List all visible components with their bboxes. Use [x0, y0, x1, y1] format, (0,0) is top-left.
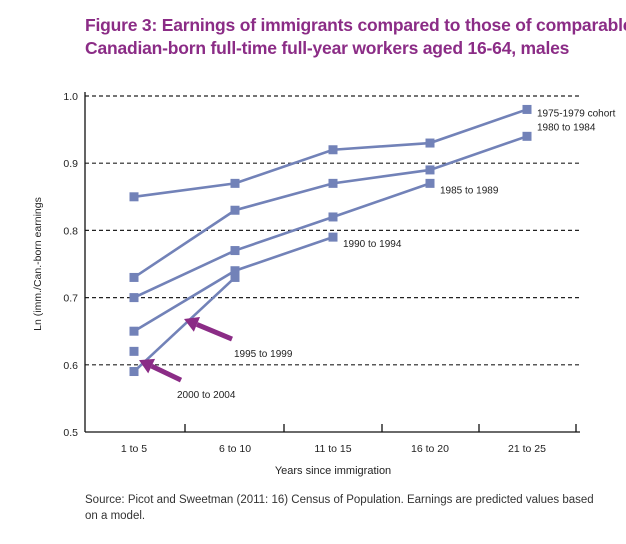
- data-point: [130, 273, 139, 282]
- data-point: [426, 139, 435, 148]
- data-point: [523, 105, 532, 114]
- data-point: [130, 192, 139, 201]
- data-point: [231, 273, 240, 282]
- data-point: [329, 145, 338, 154]
- series-label: 1990 to 1994: [343, 239, 402, 250]
- series-label: 1985 to 1989: [440, 185, 499, 196]
- y-tick-label: 0.7: [63, 293, 78, 305]
- y-tick-label: 0.8: [63, 225, 78, 237]
- y-tick-label: 0.9: [63, 158, 78, 170]
- data-point: [329, 212, 338, 221]
- x-axis-label: Years since immigration: [275, 465, 391, 477]
- y-tick-label: 0.5: [63, 427, 78, 439]
- data-point: [231, 179, 240, 188]
- data-point: [426, 165, 435, 174]
- annotation-arrow-shaft: [197, 324, 232, 339]
- series-label: 1975-1979 cohort: [537, 108, 616, 119]
- data-point: [523, 132, 532, 141]
- data-point: [329, 233, 338, 242]
- source-note: Source: Picot and Sweetman (2011: 16) Ce…: [85, 492, 605, 524]
- annotation-label: 1995 to 1999: [234, 349, 293, 360]
- series-label: 1980 to 1984: [537, 122, 596, 133]
- y-axis-label: Ln (imm./Can.-born earnings: [32, 197, 44, 331]
- x-tick-label: 11 to 15: [314, 443, 351, 455]
- data-point: [231, 246, 240, 255]
- y-tick-label: 0.6: [63, 360, 78, 372]
- data-point: [231, 206, 240, 215]
- x-tick-label: 21 to 25: [508, 443, 546, 455]
- x-tick-label: 1 to 5: [121, 443, 147, 455]
- data-point: [130, 367, 139, 376]
- annotation-label: 2000 to 2004: [177, 390, 236, 401]
- data-point: [329, 179, 338, 188]
- x-tick-label: 16 to 20: [411, 443, 449, 455]
- y-tick-label: 1.0: [63, 91, 78, 103]
- line-chart: 0.5 0.6 0.7 0.8 0.9 1.0 1 to 5 6 to 10 11 to 15 1…: [0, 0, 626, 480]
- data-point: [130, 347, 139, 356]
- annotation-arrow-shaft: [152, 366, 181, 380]
- data-point: [426, 179, 435, 188]
- data-point: [130, 293, 139, 302]
- data-point: [130, 327, 139, 336]
- x-tick-label: 6 to 10: [219, 443, 251, 455]
- series-line-1: [134, 136, 527, 277]
